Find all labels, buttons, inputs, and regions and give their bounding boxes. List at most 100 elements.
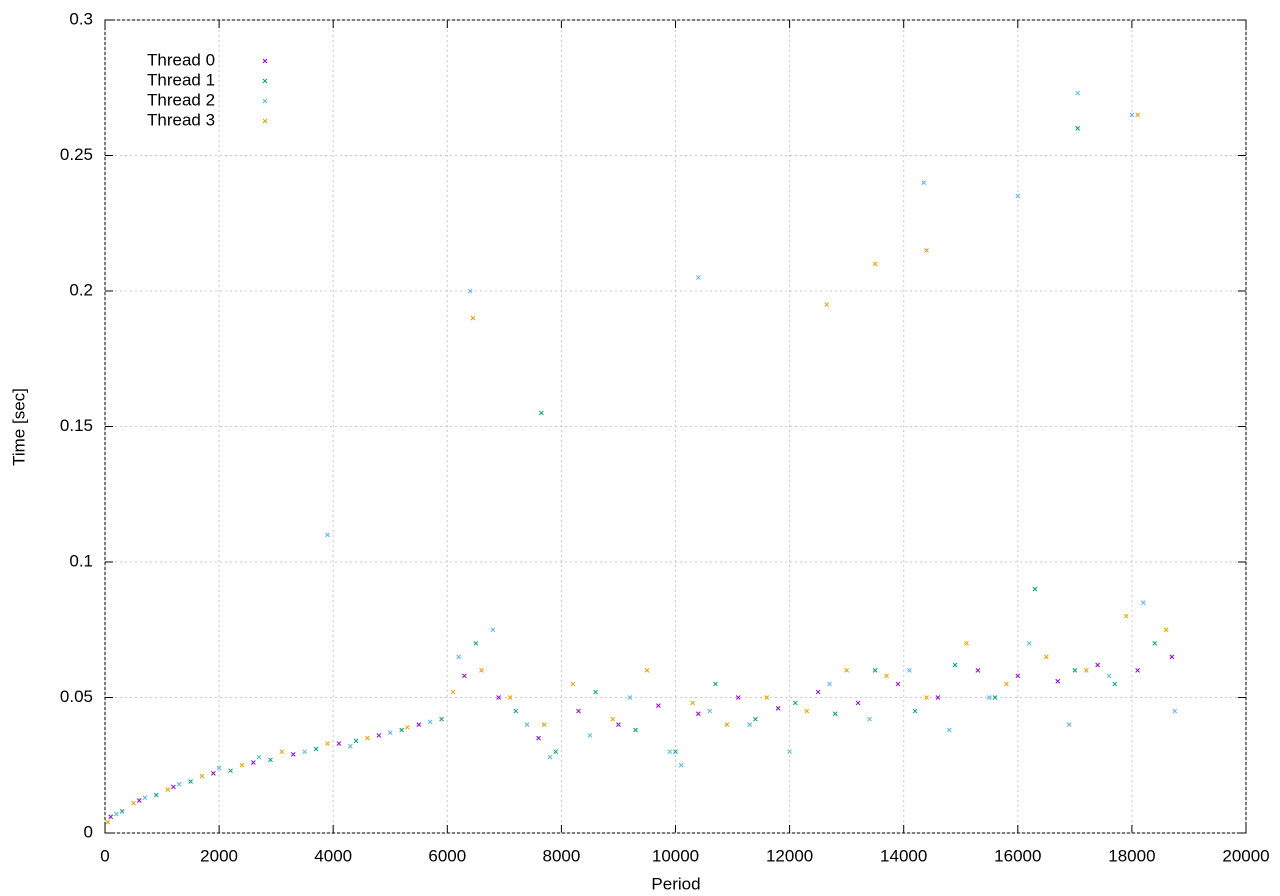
point bbox=[775, 705, 781, 711]
legend-marker bbox=[262, 98, 268, 104]
point bbox=[935, 695, 941, 700]
point bbox=[439, 716, 444, 722]
point bbox=[1152, 640, 1158, 646]
point bbox=[171, 784, 176, 790]
point bbox=[1043, 654, 1049, 660]
point bbox=[815, 689, 821, 695]
point bbox=[792, 700, 798, 706]
point bbox=[975, 668, 981, 673]
point bbox=[724, 722, 730, 727]
point bbox=[539, 410, 544, 416]
point bbox=[1106, 673, 1112, 679]
point bbox=[707, 708, 713, 714]
point bbox=[325, 532, 330, 538]
point bbox=[541, 722, 547, 727]
y-tick-label: 0.1 bbox=[69, 551, 93, 570]
x-tick-label: 12000 bbox=[766, 846, 813, 865]
point bbox=[336, 741, 342, 746]
point bbox=[656, 703, 661, 708]
point bbox=[153, 792, 159, 798]
point bbox=[946, 727, 952, 733]
point bbox=[1075, 126, 1081, 131]
point bbox=[507, 695, 513, 700]
point bbox=[365, 735, 370, 741]
point bbox=[824, 302, 830, 307]
point bbox=[713, 681, 718, 687]
point bbox=[1129, 112, 1135, 118]
point bbox=[1169, 654, 1175, 660]
point bbox=[547, 754, 553, 760]
x-tick-label: 14000 bbox=[880, 846, 927, 865]
point bbox=[1135, 668, 1140, 673]
y-tick-label: 0.25 bbox=[60, 145, 93, 164]
point bbox=[912, 708, 918, 714]
point bbox=[610, 716, 616, 722]
point bbox=[787, 749, 792, 755]
y-tick-label: 0 bbox=[84, 822, 93, 841]
point bbox=[735, 695, 741, 700]
y-tick-label: 0.05 bbox=[60, 687, 93, 706]
point bbox=[165, 787, 171, 792]
point bbox=[279, 749, 285, 755]
point bbox=[1026, 640, 1032, 646]
legend-label: Thread 2 bbox=[147, 90, 215, 109]
point bbox=[313, 746, 319, 752]
point bbox=[855, 700, 861, 706]
point bbox=[678, 762, 684, 768]
point bbox=[872, 668, 878, 673]
point bbox=[450, 689, 456, 695]
point bbox=[239, 762, 245, 768]
point bbox=[490, 627, 496, 633]
point bbox=[1032, 586, 1038, 592]
point bbox=[924, 247, 929, 253]
point bbox=[690, 700, 695, 706]
point bbox=[1072, 668, 1078, 673]
point bbox=[211, 771, 216, 776]
point bbox=[992, 695, 998, 700]
x-tick-label: 16000 bbox=[994, 846, 1041, 865]
point bbox=[1015, 673, 1021, 679]
point bbox=[216, 765, 222, 771]
point bbox=[1095, 662, 1101, 668]
point bbox=[416, 722, 422, 727]
point bbox=[764, 695, 770, 700]
point bbox=[536, 735, 541, 741]
point bbox=[268, 757, 273, 763]
legend-label: Thread 3 bbox=[147, 110, 215, 129]
point bbox=[467, 288, 473, 294]
legend-label: Thread 0 bbox=[147, 50, 215, 69]
point bbox=[1004, 681, 1009, 687]
point bbox=[695, 711, 701, 717]
point bbox=[593, 689, 598, 695]
point bbox=[513, 708, 519, 714]
point bbox=[804, 708, 810, 714]
x-tick-label: 20000 bbox=[1222, 846, 1269, 865]
point bbox=[644, 668, 650, 673]
point bbox=[952, 662, 958, 668]
legend-marker bbox=[262, 118, 268, 124]
point bbox=[228, 768, 233, 774]
point bbox=[673, 749, 678, 755]
point bbox=[136, 798, 142, 803]
point bbox=[587, 733, 593, 738]
point bbox=[470, 315, 476, 321]
point bbox=[1163, 627, 1169, 633]
point bbox=[176, 781, 182, 787]
y-axis-label: Time [sec] bbox=[9, 388, 28, 466]
point bbox=[553, 749, 559, 755]
point bbox=[827, 681, 832, 687]
point bbox=[695, 275, 701, 280]
point bbox=[347, 743, 353, 749]
point bbox=[131, 800, 136, 806]
point bbox=[844, 668, 850, 673]
point bbox=[479, 668, 484, 673]
point bbox=[832, 711, 838, 717]
point bbox=[627, 695, 633, 700]
point bbox=[753, 716, 758, 722]
point bbox=[496, 695, 501, 700]
point bbox=[399, 727, 405, 733]
point bbox=[250, 760, 256, 765]
point bbox=[188, 779, 193, 784]
point bbox=[576, 708, 581, 714]
